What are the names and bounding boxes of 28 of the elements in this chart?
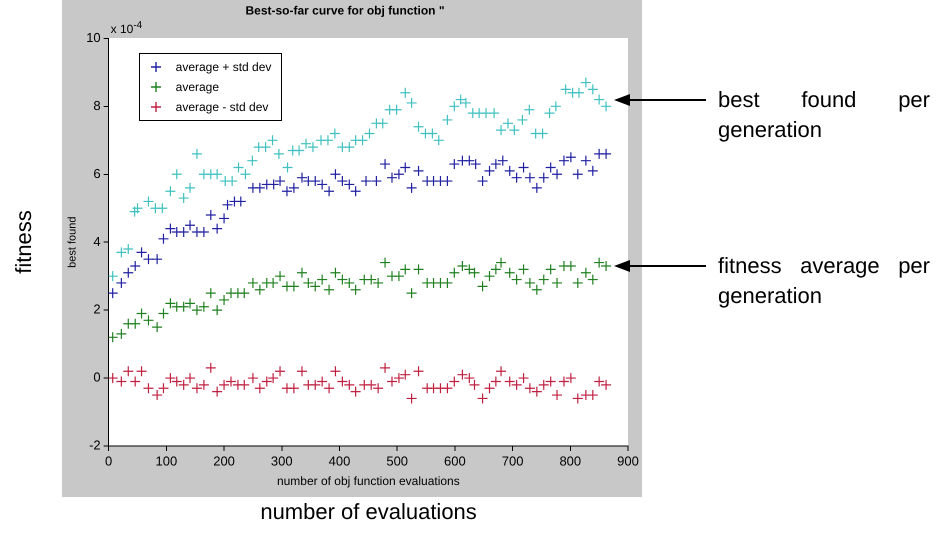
x-tick-label: 900 xyxy=(617,453,639,468)
text: best found per generation xyxy=(718,86,930,144)
text: x 10$^{-4}$ xyxy=(110,20,142,36)
legend-label: average + std dev xyxy=(176,60,272,74)
y-tick-label: -2 xyxy=(89,438,101,453)
y-tick-label: 6 xyxy=(93,166,101,181)
text: fitness average per generation xyxy=(718,252,930,310)
x-tick-label: 200 xyxy=(213,453,235,468)
x-tick-label: 100 xyxy=(156,453,178,468)
x-tick-label: 700 xyxy=(502,453,524,468)
legend-label: average xyxy=(176,80,220,94)
chart-title: Best-so-far curve for obj function " xyxy=(245,4,445,18)
y-tick-label: 10 xyxy=(86,30,101,45)
y-tick-label: 8 xyxy=(93,98,101,113)
legend-label: average - std dev xyxy=(176,100,268,114)
text: number of evaluations xyxy=(260,498,477,526)
x-tick-label: 400 xyxy=(328,453,350,468)
x-tick-label: 0 xyxy=(105,453,112,468)
x-tick-label: 600 xyxy=(444,453,466,468)
x-tick-label: 800 xyxy=(559,453,582,468)
x-tick-label: 300 xyxy=(270,453,293,468)
y-tick-label: 2 xyxy=(93,302,101,317)
x-axis-title: number of obj function evaluations xyxy=(276,474,460,488)
y-axis-title: best found xyxy=(66,216,79,268)
text: fitness xyxy=(10,210,37,274)
y-tick-label: 4 xyxy=(93,234,101,249)
x-tick-label: 500 xyxy=(386,453,408,468)
y-tick-label: 0 xyxy=(93,370,101,385)
